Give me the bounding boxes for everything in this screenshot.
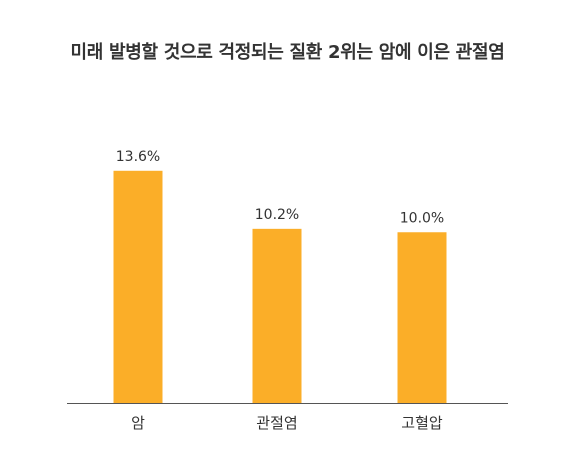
data-labels-layer: 13.6% 10.2% 10.0%: [116, 149, 444, 226]
chart-title: 미래 발병할 것으로 걱정되는 질환 2위는 암에 이은 관절염: [70, 42, 505, 63]
x-tick-label-0: 암: [131, 414, 145, 432]
x-tick-label-2: 고혈압: [401, 414, 443, 432]
x-tick-labels-layer: 암 관절염 고혈압: [131, 414, 443, 432]
bar-1: [252, 228, 302, 403]
data-label-0: 13.6%: [116, 149, 160, 165]
data-label-1: 10.2%: [255, 207, 299, 223]
bar-0: [113, 170, 163, 403]
data-label-2: 10.0%: [400, 210, 444, 226]
bars-layer: [113, 170, 447, 403]
x-tick-label-1: 관절염: [256, 414, 297, 432]
bar-2: [397, 232, 447, 403]
